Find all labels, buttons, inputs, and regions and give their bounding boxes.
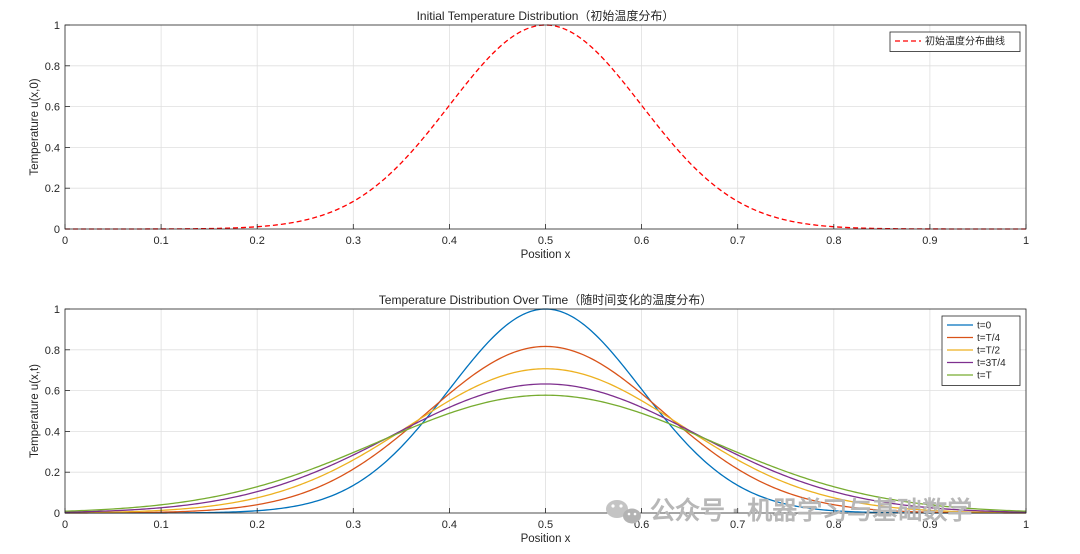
y-tick-label: 0: [54, 224, 60, 236]
x-tick-label: 1: [1023, 235, 1029, 247]
legend: 初始温度分布曲线: [889, 31, 1021, 52]
x-tick-label: 0.7: [730, 235, 745, 247]
y-tick-label: 0: [54, 508, 60, 520]
legend-box: [889, 31, 1021, 52]
legend: t=0t=T/4 t=T/2t=3T/4 t=T: [941, 315, 1021, 386]
x-tick-label: 0.1: [153, 519, 168, 531]
y-tick-label: 0.6: [45, 386, 60, 398]
y-tick-label: 1: [54, 304, 60, 316]
legend-entry: t=T: [977, 371, 992, 382]
chart-title: Initial Temperature Distribution（初始温度分布）: [417, 8, 675, 23]
x-tick-label: 0.4: [442, 235, 457, 247]
plot-area: [65, 24, 1026, 230]
x-tick-label: 0: [62, 235, 68, 247]
y-tick-label: 0.2: [45, 183, 60, 195]
series-line-4: [64, 383, 1027, 513]
x-axis-label: Position x: [521, 533, 571, 545]
x-tick-label: 0.7: [730, 519, 745, 531]
x-tick-label: 0.6: [634, 519, 649, 531]
initial-distribution-axes: 0 0.1 0.2 0.3 0.4 0.5 0.6 0.7 0.8 0.9 1 0 0.2 0.4 0.6 0…: [29, 8, 1029, 261]
y-axis-label: Temperature u(x,0): [29, 78, 41, 175]
watermark: 公众号 · 机器学习与基础数学: [606, 496, 972, 525]
y-tick-label: 0.6: [45, 102, 60, 114]
x-tick-label: 0.2: [250, 519, 265, 531]
legend-entry: t=3T/4: [977, 358, 1006, 369]
y-axis-label: Temperature u(x,t): [29, 364, 41, 458]
x-tick-label: 0.3: [346, 519, 361, 531]
x-tick-label: 0.9: [922, 235, 937, 247]
legend-box: [941, 315, 1021, 386]
tick-labels: 0 0.1 0.2 0.3 0.4 0.5 0.6 0.7 0.8 0.9 1 0 0.2 0.4 0.6 0…: [45, 20, 1029, 247]
series-line-5: [64, 394, 1027, 512]
x-tick-label: 0: [62, 519, 68, 531]
legend-entry: t=0: [977, 321, 992, 332]
x-tick-label: 0.1: [153, 235, 168, 247]
legend-entry: t=T/4: [977, 333, 1001, 344]
x-tick-label: 0.2: [250, 235, 265, 247]
y-tick-label: 1: [54, 20, 60, 32]
y-tick-label: 0.4: [45, 426, 60, 438]
chart-title: Temperature Distribution Over Time（随时间变化…: [379, 292, 712, 307]
y-tick-label: 0.2: [45, 467, 60, 479]
y-tick-label: 0.4: [45, 142, 60, 154]
legend-entry: t=T/2: [977, 346, 1001, 357]
x-tick-label: 0.9: [922, 519, 937, 531]
y-tick-label: 0.8: [45, 61, 60, 73]
y-tick-label: 0.8: [45, 345, 60, 357]
x-tick-label: 0.5: [538, 519, 553, 531]
x-tick-label: 1: [1023, 519, 1029, 531]
wechat-icon: [606, 500, 641, 524]
x-tick-label: 0.6: [634, 235, 649, 247]
x-tick-label: 0.8: [826, 235, 841, 247]
series-line-3: [64, 368, 1027, 514]
series-line-2: [65, 345, 1026, 514]
series-line-1: [65, 24, 1026, 230]
tick-labels: 0 0.1 0.2 0.3 0.4 0.5 0.6 0.7 0.8 0.9 1 0 0.2 0.4 0.6 0…: [45, 304, 1029, 531]
x-tick-label: 0.8: [826, 519, 841, 531]
x-tick-label: 0.3: [346, 235, 361, 247]
x-axis-label: Position x: [521, 249, 571, 261]
x-tick-label: 0.4: [442, 519, 457, 531]
watermark-text: 公众号 · 机器学习与基础数学: [650, 496, 972, 525]
x-tick-label: 0.5: [538, 235, 553, 247]
time-evolution-axes: 0 0.1 0.2 0.3 0.4 0.5 0.6 0.7 0.8 0.9 1 0 0.2 0.4 0.6 0…: [29, 292, 1029, 545]
legend-entry: 初始温度分布曲线: [925, 35, 1005, 48]
